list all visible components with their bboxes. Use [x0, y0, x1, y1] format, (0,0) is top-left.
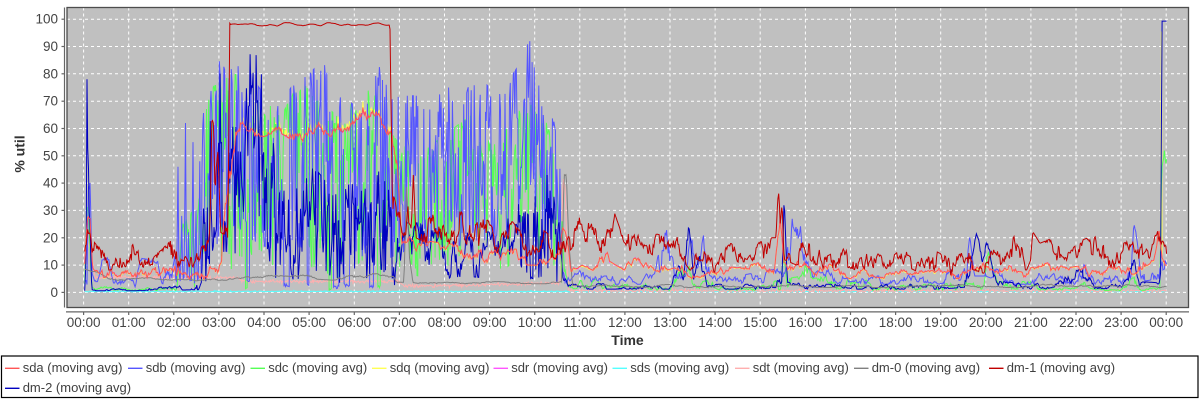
svg-text:90: 90 [43, 39, 58, 54]
svg-text:02:00: 02:00 [157, 315, 191, 330]
svg-text:19:00: 19:00 [924, 315, 958, 330]
svg-text:00:00: 00:00 [67, 315, 101, 330]
svg-text:sdb (moving avg): sdb (moving avg) [146, 360, 246, 375]
svg-text:07:00: 07:00 [383, 315, 417, 330]
svg-text:sdr (moving avg): sdr (moving avg) [511, 360, 608, 375]
svg-text:40: 40 [43, 176, 58, 191]
svg-text:dm-2 (moving avg): dm-2 (moving avg) [23, 380, 131, 395]
svg-text:15:00: 15:00 [743, 315, 777, 330]
svg-text:01:00: 01:00 [112, 315, 146, 330]
svg-text:sdc (moving avg): sdc (moving avg) [268, 360, 367, 375]
svg-text:11:00: 11:00 [563, 315, 596, 330]
svg-text:08:00: 08:00 [428, 315, 462, 330]
svg-text:70: 70 [43, 94, 58, 109]
svg-text:14:00: 14:00 [698, 315, 732, 330]
svg-text:% util: % util [12, 135, 28, 172]
svg-text:100: 100 [35, 12, 58, 27]
svg-text:sda (moving avg): sda (moving avg) [23, 360, 123, 375]
svg-text:sdt (moving avg): sdt (moving avg) [753, 360, 849, 375]
svg-text:dm-0 (moving avg): dm-0 (moving avg) [872, 360, 980, 375]
svg-text:50: 50 [43, 148, 58, 163]
svg-text:sds (moving avg): sds (moving avg) [630, 360, 729, 375]
svg-text:04:00: 04:00 [247, 315, 281, 330]
svg-text:22:00: 22:00 [1059, 315, 1093, 330]
svg-text:20: 20 [43, 230, 58, 245]
svg-text:60: 60 [43, 121, 58, 136]
svg-text:05:00: 05:00 [292, 315, 326, 330]
svg-text:10:00: 10:00 [518, 315, 552, 330]
svg-text:00:00: 00:00 [1149, 315, 1183, 330]
svg-text:18:00: 18:00 [879, 315, 913, 330]
svg-text:13:00: 13:00 [653, 315, 687, 330]
svg-text:23:00: 23:00 [1104, 315, 1138, 330]
svg-text:dm-1 (moving avg): dm-1 (moving avg) [1007, 360, 1115, 375]
svg-text:16:00: 16:00 [789, 315, 823, 330]
svg-text:30: 30 [43, 203, 58, 218]
svg-text:09:00: 09:00 [473, 315, 507, 330]
svg-text:06:00: 06:00 [337, 315, 371, 330]
svg-text:12:00: 12:00 [608, 315, 642, 330]
svg-text:17:00: 17:00 [834, 315, 868, 330]
svg-text:Time: Time [611, 332, 644, 348]
svg-text:10: 10 [43, 258, 58, 273]
svg-text:21:00: 21:00 [1014, 315, 1048, 330]
svg-text:03:00: 03:00 [202, 315, 236, 330]
svg-text:20:00: 20:00 [969, 315, 1003, 330]
svg-text:80: 80 [43, 66, 58, 81]
svg-text:0: 0 [50, 285, 58, 300]
svg-text:sdq (moving avg): sdq (moving avg) [390, 360, 490, 375]
